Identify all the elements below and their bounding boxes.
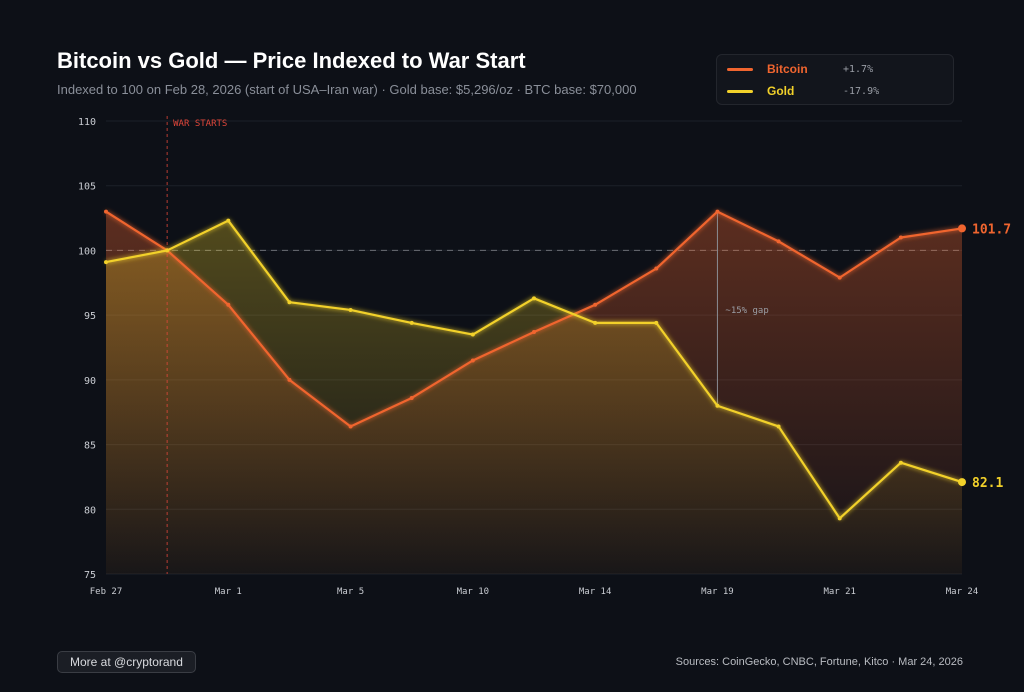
data-point-gold: [532, 296, 536, 301]
x-tick-label: Mar 5: [337, 587, 364, 597]
data-point-bitcoin: [593, 302, 598, 307]
data-point-gold: [348, 307, 353, 312]
data-point-gold: [226, 218, 231, 223]
y-tick-label: 100: [78, 246, 96, 257]
data-point-bitcoin: [715, 209, 720, 214]
data-point-bitcoin: [837, 275, 842, 280]
y-tick-label: 75: [84, 570, 96, 581]
legend-swatch-gold: [727, 89, 753, 93]
data-point-bitcoin: [776, 239, 781, 244]
y-tick-label: 105: [78, 182, 96, 193]
x-tick-label: Mar 24: [946, 587, 979, 597]
legend: Bitcoin +1.7% Gold -17.9%: [716, 54, 954, 105]
data-point-bitcoin: [898, 235, 903, 240]
legend-change: -17.9%: [843, 85, 880, 97]
data-point-gold: [470, 332, 475, 337]
data-point-gold: [165, 248, 170, 253]
y-tick-label: 85: [84, 441, 96, 452]
y-tick-label: 80: [84, 505, 96, 516]
x-tick-label: Mar 14: [579, 587, 612, 597]
gap-label: ~15% gap: [725, 306, 768, 316]
data-point-bitcoin: [654, 266, 659, 271]
data-point-bitcoin: [409, 395, 414, 400]
data-point-bitcoin: [104, 209, 108, 214]
legend-change: +1.7%: [843, 63, 874, 75]
end-label-bitcoin: 101.7: [972, 222, 1011, 237]
chart-subtitle: Indexed to 100 on Feb 28, 2026 (start of…: [57, 82, 637, 97]
x-tick-label: Mar 1: [215, 587, 242, 597]
legend-item-gold: Gold -17.9%: [727, 83, 879, 99]
data-point-gold: [409, 320, 414, 325]
data-point-bitcoin: [958, 224, 966, 233]
legend-item-bitcoin: Bitcoin +1.7%: [727, 61, 873, 77]
area-gold: [106, 220, 962, 574]
data-point-bitcoin: [287, 377, 292, 382]
data-point-gold: [654, 320, 659, 325]
x-tick-label: Feb 27: [90, 587, 123, 597]
chart-title: Bitcoin vs Gold — Price Indexed to War S…: [57, 48, 526, 73]
data-point-bitcoin: [226, 302, 231, 307]
war-start-label: WAR STARTS: [173, 119, 227, 129]
legend-label: Bitcoin: [767, 62, 808, 76]
data-point-gold: [104, 260, 108, 265]
data-point-bitcoin: [532, 329, 536, 334]
data-point-gold: [898, 460, 903, 465]
data-point-gold: [593, 320, 598, 325]
x-tick-label: Mar 21: [823, 587, 856, 597]
data-point-bitcoin: [470, 358, 475, 363]
data-point-gold: [287, 300, 292, 305]
more-at-cryptorand-button[interactable]: More at @cryptorand: [57, 651, 196, 673]
data-point-gold: [837, 516, 842, 521]
y-tick-label: 95: [84, 311, 96, 322]
sources-text: Sources: CoinGecko, CNBC, Fortune, Kitco…: [675, 656, 963, 668]
x-tick-label: Mar 10: [457, 587, 490, 597]
data-point-gold: [715, 403, 720, 408]
y-tick-label: 90: [84, 376, 96, 387]
legend-label: Gold: [767, 84, 795, 98]
x-tick-label: Mar 19: [701, 587, 734, 597]
y-tick-label: 110: [78, 117, 96, 128]
data-point-gold: [776, 424, 781, 429]
legend-swatch-bitcoin: [727, 67, 753, 71]
data-point-bitcoin: [348, 424, 353, 429]
end-label-gold: 82.1: [972, 476, 1003, 491]
data-point-gold: [958, 478, 966, 487]
